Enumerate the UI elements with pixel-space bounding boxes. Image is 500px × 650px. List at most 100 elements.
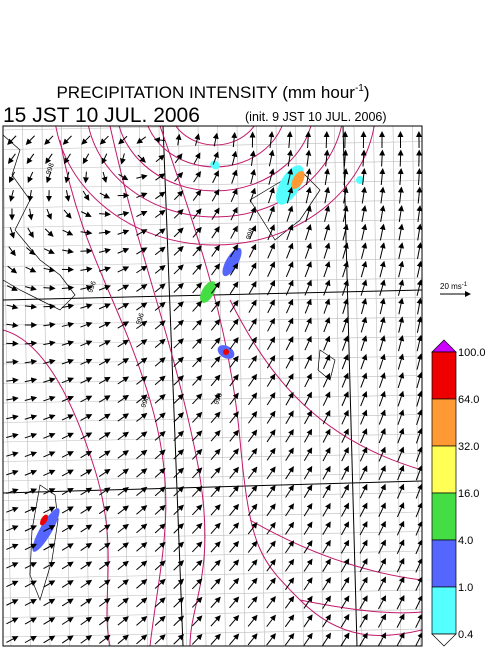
wind-arrow (324, 186, 331, 204)
wind-arrow (378, 409, 386, 425)
wind-arrow (416, 279, 422, 296)
wind-arrow (247, 596, 258, 609)
grid-line (3, 492, 422, 501)
wind-arrow (229, 299, 239, 313)
wind-arrow (268, 186, 275, 204)
wind-arrow (173, 486, 185, 497)
wind-arrow (61, 487, 74, 495)
isobar-label: 996 (87, 280, 98, 293)
wind-arrow (285, 279, 294, 296)
wind-arrow (211, 207, 220, 220)
wind-arrow (211, 281, 221, 294)
wind-arrow (229, 596, 240, 609)
wind-arrow (7, 265, 18, 274)
wind-arrow (98, 358, 111, 366)
wind-arrow (98, 321, 111, 329)
wind-arrow (359, 446, 368, 462)
wind-arrow (117, 505, 129, 515)
wind-arrow (80, 321, 93, 328)
wind-arrow (136, 265, 148, 274)
wind-arrow (210, 467, 221, 479)
wind-arrow (341, 446, 349, 462)
wind-arrow (117, 450, 129, 459)
wind-arrow (229, 411, 239, 424)
wind-arrow (43, 506, 56, 514)
wind-arrow (248, 373, 258, 387)
colorbar-segment (431, 445, 457, 494)
wind-arrow (415, 576, 422, 592)
wind-arrow (322, 577, 331, 591)
wind-arrow (305, 186, 312, 204)
wind-arrow (247, 614, 258, 627)
wind-arrow (43, 488, 56, 495)
wind-arrow (80, 579, 93, 589)
precipitation-area (210, 160, 220, 170)
wind-arrow (266, 540, 276, 554)
wind-arrow (416, 390, 422, 407)
wind-arrow (98, 561, 111, 570)
wind-arrow (285, 391, 294, 406)
wind-arrow (360, 335, 368, 351)
colorbar-label: 100.0 (458, 347, 486, 359)
wind-arrow (322, 595, 331, 609)
wind-arrow (24, 599, 37, 606)
wind-arrow (266, 521, 276, 535)
wind-arrow (230, 206, 238, 221)
wind-arrow (212, 170, 219, 184)
wind-arrow (80, 414, 93, 421)
wind-arrow (248, 299, 257, 313)
grid-line (3, 628, 422, 638)
wind-arrow (379, 205, 386, 222)
map-title: PRECIPITATION INTENSITY (mm hour-1) (56, 83, 369, 102)
wind-arrow (6, 451, 19, 458)
wind-arrow (231, 169, 238, 184)
wind-arrow (266, 503, 276, 517)
wind-arrow (248, 336, 257, 350)
wind-arrow (360, 260, 368, 278)
wind-arrow (359, 502, 368, 517)
grid-line (353, 126, 363, 646)
wind-arrow (305, 223, 312, 241)
wind-arrow (341, 484, 349, 499)
wind-arrow (210, 448, 221, 461)
wind-arrow (247, 485, 258, 498)
wind-arrow (398, 297, 405, 315)
wind-arrow (136, 394, 148, 404)
wind-arrow (136, 597, 148, 608)
wind-arrow (212, 151, 219, 165)
wind-arrow (6, 469, 19, 476)
wind-arrow (247, 540, 258, 553)
wind-arrow (378, 428, 386, 444)
isobar (3, 329, 111, 646)
wind-arrow (323, 354, 331, 370)
wind-arrow (62, 248, 74, 255)
wind-arrow (154, 357, 166, 367)
wind-arrow (136, 634, 148, 645)
wind-arrow (396, 539, 405, 555)
wind-arrow (398, 223, 404, 241)
wind-arrow (379, 353, 386, 370)
wind-arrow (378, 539, 386, 554)
wind-arrow (229, 392, 239, 405)
wind-arrow (416, 168, 422, 186)
grid-line (3, 589, 422, 599)
wind-arrow (61, 561, 74, 570)
wind-arrow (398, 316, 405, 333)
wind-arrow (174, 153, 183, 164)
wind-arrow (192, 263, 202, 275)
wind-arrow (266, 354, 276, 369)
wind-arrow (342, 298, 349, 314)
wind-arrow (27, 208, 34, 221)
wind-arrow (136, 449, 148, 459)
wind-arrow (136, 211, 148, 217)
wind-arrow (61, 377, 75, 384)
wind-arrow (304, 317, 312, 333)
wind-arrow (341, 502, 350, 517)
wind-arrow (6, 303, 19, 310)
wind-arrow (24, 395, 38, 402)
wind-arrow (173, 541, 185, 553)
wind-arrow (194, 133, 201, 146)
wind-arrow (247, 448, 258, 461)
wind-arrow (82, 171, 89, 184)
